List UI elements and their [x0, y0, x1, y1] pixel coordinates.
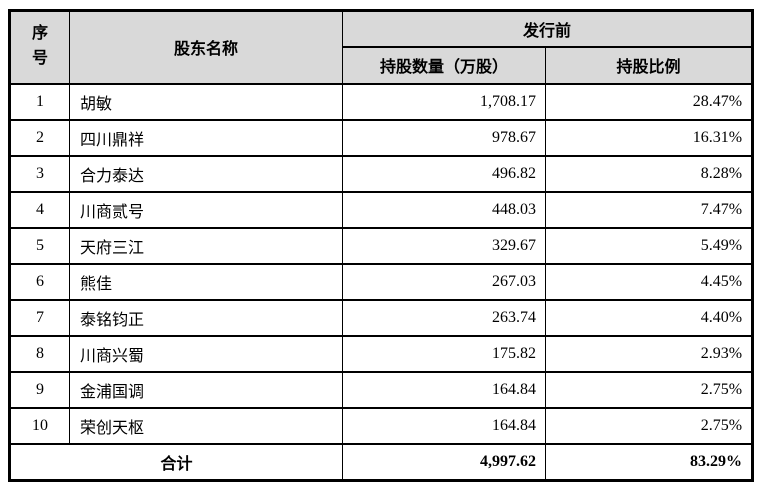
row-index-cell: 6 — [9, 262, 70, 301]
header-row-1: 序号 股东名称 发行前 — [9, 9, 754, 85]
row-index-cell: 10 — [9, 406, 70, 445]
table-row: 4 川商贰号 448.03 7.47% — [9, 190, 754, 229]
header-index-label: 序号 — [31, 25, 48, 68]
header-index: 序号 — [9, 9, 70, 85]
total-row: 合计 4,997.62 83.29% — [9, 442, 754, 482]
table-header: 序号 股东名称 发行前 持股数量（万股） 持股比例 — [9, 9, 754, 85]
ratio-cell: 2.75% — [544, 370, 754, 409]
total-label-cell: 合计 — [9, 442, 343, 482]
table-row: 5 天府三江 329.67 5.49% — [9, 226, 754, 265]
table-row: 10 荣创天枢 164.84 2.75% — [9, 406, 754, 445]
quantity-cell: 263.74 — [342, 298, 546, 337]
shareholder-rows: 1 胡敏 1,708.17 28.47% 2 四川鼎祥 978.67 16.31… — [9, 82, 754, 445]
ratio-cell: 7.47% — [544, 190, 754, 229]
shareholder-name-cell: 川商兴蜀 — [69, 334, 343, 373]
ratio-cell: 16.31% — [544, 118, 754, 157]
shareholder-name-cell: 川商贰号 — [69, 190, 343, 229]
shareholder-name-cell: 熊佳 — [69, 262, 343, 301]
table-row: 7 泰铭钧正 263.74 4.40% — [9, 298, 754, 337]
header-ratio: 持股比例 — [544, 45, 754, 85]
row-index-cell: 7 — [9, 298, 70, 337]
header-quantity: 持股数量（万股） — [342, 45, 546, 85]
shareholder-name-cell: 胡敏 — [69, 82, 343, 121]
row-index-cell: 1 — [9, 82, 70, 121]
total-ratio-cell: 83.29% — [544, 442, 754, 482]
quantity-cell: 164.84 — [342, 406, 546, 445]
shareholder-name-cell: 荣创天枢 — [69, 406, 343, 445]
row-index-cell: 4 — [9, 190, 70, 229]
table-row: 2 四川鼎祥 978.67 16.31% — [9, 118, 754, 157]
total-quantity-cell: 4,997.62 — [342, 442, 546, 482]
header-shareholder-name: 股东名称 — [69, 9, 343, 85]
shareholder-table: 序号 股东名称 发行前 持股数量（万股） 持股比例 1 胡敏 1,708.17 … — [8, 9, 755, 482]
quantity-cell: 978.67 — [342, 118, 546, 157]
ratio-cell: 4.40% — [544, 298, 754, 337]
ratio-cell: 4.45% — [544, 262, 754, 301]
table-row: 8 川商兴蜀 175.82 2.93% — [9, 334, 754, 373]
quantity-cell: 164.84 — [342, 370, 546, 409]
table-footer: 合计 4,997.62 83.29% — [9, 442, 754, 482]
ratio-cell: 28.47% — [544, 82, 754, 121]
shareholder-name-cell: 金浦国调 — [69, 370, 343, 409]
shareholder-name-cell: 泰铭钧正 — [69, 298, 343, 337]
quantity-cell: 496.82 — [342, 154, 546, 193]
quantity-cell: 267.03 — [342, 262, 546, 301]
quantity-cell: 448.03 — [342, 190, 546, 229]
table-row: 3 合力泰达 496.82 8.28% — [9, 154, 754, 193]
shareholder-name-cell: 合力泰达 — [69, 154, 343, 193]
row-index-cell: 3 — [9, 154, 70, 193]
table-row: 9 金浦国调 164.84 2.75% — [9, 370, 754, 409]
quantity-cell: 329.67 — [342, 226, 546, 265]
row-index-cell: 5 — [9, 226, 70, 265]
ratio-cell: 8.28% — [544, 154, 754, 193]
quantity-cell: 1,708.17 — [342, 82, 546, 121]
row-index-cell: 2 — [9, 118, 70, 157]
row-index-cell: 9 — [9, 370, 70, 409]
table-row: 1 胡敏 1,708.17 28.47% — [9, 82, 754, 121]
header-row-2: 持股数量（万股） 持股比例 — [10, 45, 754, 85]
ratio-cell: 5.49% — [544, 226, 754, 265]
row-index-cell: 8 — [9, 334, 70, 373]
shareholder-name-cell: 天府三江 — [69, 226, 343, 265]
shareholder-name-cell: 四川鼎祥 — [69, 118, 343, 157]
header-pre-issue-group: 发行前 — [341, 9, 754, 48]
table-row: 6 熊佳 267.03 4.45% — [9, 262, 754, 301]
quantity-cell: 175.82 — [342, 334, 546, 373]
ratio-cell: 2.93% — [544, 334, 754, 373]
ratio-cell: 2.75% — [544, 406, 754, 445]
